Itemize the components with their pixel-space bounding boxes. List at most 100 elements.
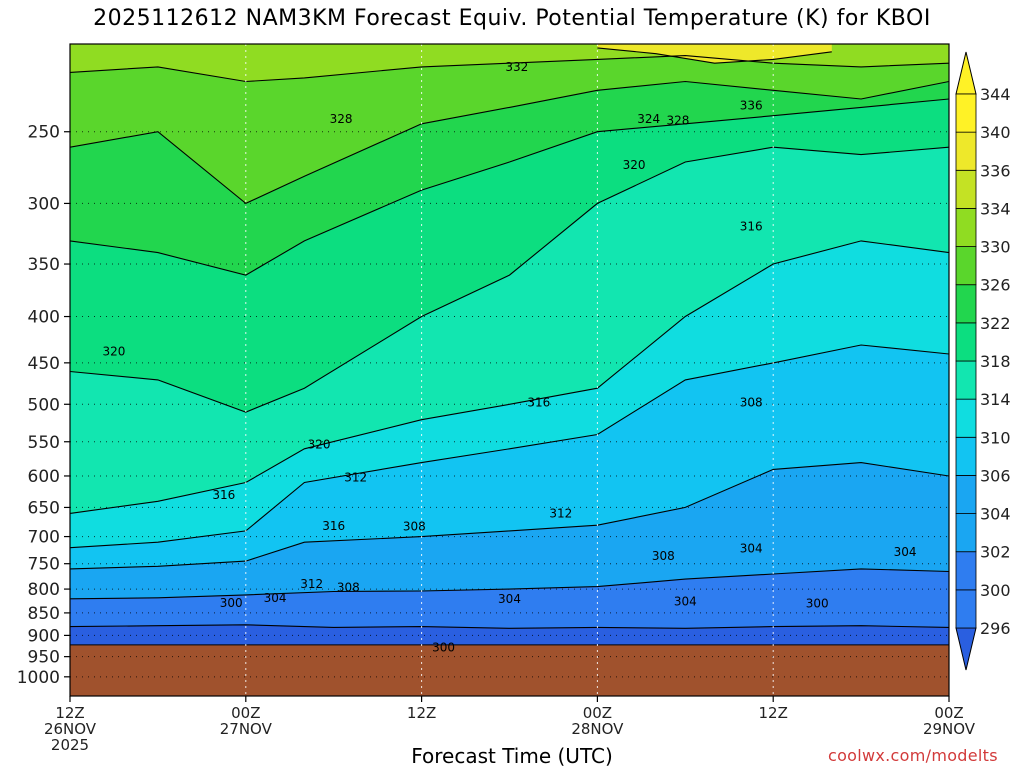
colorbar: 296 300 302 304 306 310 314 318 322 326 330 334 336 3…: [955, 51, 1011, 671]
x-tick-label: 00Z: [231, 704, 260, 722]
y-axis: 2503003504004505005506006507007508008509…: [17, 123, 70, 688]
colorbar-segment: [955, 475, 977, 514]
colorbar-label: 336: [980, 161, 1011, 180]
y-tick-label: 350: [28, 255, 60, 275]
colorbar-label: 322: [980, 314, 1011, 333]
y-tick-label: 700: [28, 528, 60, 548]
x-axis-title: Forecast Time (UTC): [411, 744, 613, 768]
x-tick-date: 26NOV: [44, 720, 97, 738]
colorbar-segment: [955, 589, 977, 629]
contour-336: [597, 47, 832, 64]
contour-328: [70, 80, 949, 205]
plot-border: [69, 43, 950, 697]
y-tick-label: 950: [28, 648, 60, 668]
colorbar-label: 306: [980, 466, 1011, 485]
y-tick-label: 450: [28, 354, 60, 374]
y-tick-label: 1000: [17, 668, 60, 688]
contour-label: 312: [344, 470, 367, 484]
contour-304: [70, 568, 949, 600]
x-tick-date: 27NOV: [220, 720, 273, 738]
y-tick-label: 300: [28, 194, 60, 214]
x-tick-year: 2025: [51, 736, 89, 754]
contour-label: 320: [308, 438, 331, 452]
contour-label: 328: [667, 114, 690, 128]
y-tick-label: 400: [28, 308, 60, 328]
chart-title: 2025112612 NAM3KM Forecast Equiv. Potent…: [93, 6, 931, 31]
terrain-layer: [70, 644, 949, 696]
terrain-fill: [70, 644, 949, 696]
colorbar-segment: [955, 284, 977, 324]
colorbar-max-arrow: [955, 51, 977, 95]
colorbar-label: 330: [980, 238, 1011, 257]
colorbar-label: 318: [980, 352, 1011, 371]
contour-332: [70, 55, 949, 83]
colorbar-label: 302: [980, 543, 1011, 562]
y-tick-label: 250: [28, 123, 60, 143]
contour-324: [70, 98, 949, 276]
colorbar-label: 300: [980, 581, 1011, 600]
contour-label: 300: [806, 597, 829, 611]
band-328: [70, 44, 949, 204]
colorbar-label: 296: [980, 619, 1011, 638]
contour-label: 312: [549, 506, 572, 520]
contour-316: [70, 240, 949, 514]
colorbar-label: 314: [980, 390, 1011, 409]
colorbar-segment: [955, 169, 977, 209]
colorbar-segment: [955, 436, 977, 476]
contour-label: 308: [403, 519, 426, 533]
contour-label: 308: [337, 581, 360, 595]
contour-label: 324: [637, 112, 660, 126]
contour-label: 300: [432, 640, 455, 654]
colorbar-label: 326: [980, 276, 1011, 295]
credit-text: coolwx.com/modelts: [828, 746, 998, 765]
colorbar-label: 344: [980, 85, 1011, 104]
grid-layer: [70, 44, 949, 696]
contour-label: 304: [498, 592, 521, 606]
y-tick-label: 750: [28, 555, 60, 575]
colorbar-segment: [955, 551, 977, 591]
colorbar-segment: [955, 131, 977, 171]
contour-label: 308: [652, 549, 675, 563]
x-tick-label: 12Z: [407, 704, 436, 722]
contour-label: 312: [300, 577, 323, 591]
contour-label: 332: [505, 60, 528, 74]
contour-label: 300: [220, 596, 243, 610]
color-fill-layer: [70, 44, 949, 696]
colorbar-segment: [955, 322, 977, 362]
contour-labels: 332 336 328 324 328 320 316 320 316 308 320 312 316 3…: [102, 60, 916, 655]
contour-308: [70, 462, 949, 570]
x-tick-date: 28NOV: [571, 720, 624, 738]
band-336: [597, 44, 832, 64]
contour-label: 316: [212, 488, 235, 502]
x-tick-label: 12Z: [55, 704, 84, 722]
colorbar-min-arrow: [955, 627, 977, 671]
plot-frame: [69, 43, 950, 697]
contour-layer: [70, 47, 949, 629]
contour-label: 316: [322, 519, 345, 533]
colorbar-label: 304: [980, 505, 1011, 524]
contour-320: [70, 146, 949, 413]
contour-label: 304: [264, 591, 287, 605]
contour-label: 328: [330, 112, 353, 126]
contour-label: 308: [740, 396, 763, 410]
contour-label: 304: [894, 545, 917, 559]
contour-label: 304: [740, 542, 763, 556]
x-tick-date: 29NOV: [923, 720, 976, 738]
colorbar-label: 310: [980, 428, 1011, 447]
colorbar-segment: [955, 93, 977, 133]
colorbar-segment: [955, 398, 977, 438]
y-tick-label: 850: [28, 604, 60, 624]
contour-300: [70, 624, 949, 629]
y-tick-label: 650: [28, 498, 60, 518]
contour-label: 304: [674, 595, 697, 609]
contour-label: 316: [740, 219, 763, 233]
contour-label: 320: [623, 158, 646, 172]
y-tick-label: 500: [28, 395, 60, 415]
contour-label: 336: [740, 99, 763, 113]
colorbar-segment: [955, 208, 977, 247]
colorbar-segment: [955, 246, 977, 286]
y-tick-label: 550: [28, 433, 60, 453]
x-tick-label: 00Z: [583, 704, 612, 722]
